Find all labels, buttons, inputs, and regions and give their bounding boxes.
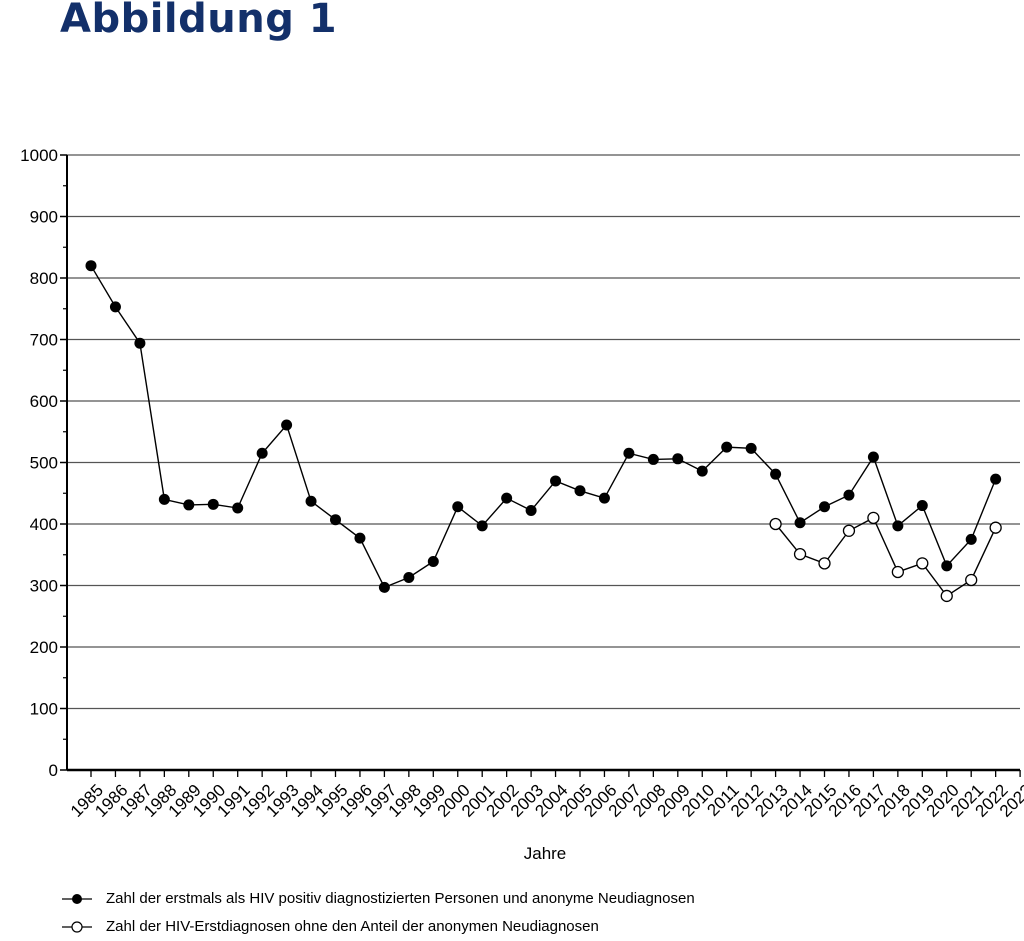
data-point-filled — [867, 451, 879, 463]
data-point-filled — [941, 560, 953, 572]
data-point-filled — [990, 473, 1002, 485]
y-tick-label: 700 — [30, 331, 58, 350]
filled-marker-icon — [62, 893, 92, 904]
y-tick-label: 100 — [30, 700, 58, 719]
data-point-filled — [427, 556, 439, 568]
y-tick-label: 200 — [30, 638, 58, 657]
series-line-1 — [775, 516, 997, 597]
data-point-filled — [158, 493, 170, 505]
series-line-0 — [90, 265, 997, 589]
data-point-filled — [452, 501, 464, 513]
data-point-filled — [476, 520, 488, 532]
data-point-filled — [770, 468, 782, 480]
data-point-filled — [696, 465, 708, 477]
data-point-filled — [378, 581, 390, 593]
data-point-filled — [501, 492, 513, 504]
legend-item-open: Zahl der HIV-Erstdiagnosen ohne den Ante… — [62, 918, 599, 935]
data-point-open — [793, 547, 807, 561]
data-point-filled — [550, 475, 562, 487]
data-point-filled — [623, 447, 635, 459]
data-point-open — [940, 589, 953, 603]
data-point-filled — [183, 499, 195, 511]
data-point-filled — [574, 485, 586, 497]
data-point-filled — [305, 495, 317, 507]
data-point-open — [842, 524, 856, 537]
y-tick-label: 600 — [30, 392, 58, 411]
y-tick-label: 400 — [30, 515, 58, 534]
y-tick-label: 0 — [49, 761, 58, 780]
data-point-filled — [207, 498, 219, 510]
data-point-filled — [672, 453, 684, 465]
data-point-filled — [843, 489, 855, 501]
legend-label: Zahl der erstmals als HIV positiv diagno… — [106, 890, 695, 907]
data-point-open — [989, 521, 1002, 534]
legend-label: Zahl der HIV-Erstdiagnosen ohne den Ante… — [106, 918, 599, 935]
data-point-open — [891, 565, 904, 579]
y-tick-label: 500 — [30, 454, 58, 473]
data-point-filled — [525, 504, 537, 516]
data-point-filled — [892, 520, 904, 532]
data-point-filled — [647, 453, 659, 465]
data-point-filled — [85, 260, 97, 272]
data-point-filled — [916, 500, 928, 512]
y-tick-label: 900 — [30, 208, 58, 227]
data-point-open — [965, 573, 978, 587]
data-point-filled — [134, 337, 146, 349]
data-point-open — [867, 511, 880, 524]
y-tick-label: 800 — [30, 269, 58, 288]
data-point-open — [769, 517, 782, 531]
data-point-open — [916, 557, 929, 570]
legend-item-filled: Zahl der erstmals als HIV positiv diagno… — [62, 890, 695, 907]
data-point-filled — [965, 533, 977, 545]
y-tick-label: 300 — [30, 577, 58, 596]
data-point-filled — [281, 419, 293, 431]
data-point-filled — [403, 572, 415, 584]
data-point-filled — [109, 301, 121, 313]
data-point-filled — [354, 532, 366, 544]
line-chart: 0100200300400500600700800900100019851986… — [20, 146, 1024, 863]
y-tick-label: 1000 — [20, 146, 58, 165]
data-point-filled — [256, 447, 268, 459]
data-point-filled — [721, 441, 733, 453]
figure-title: Abbildung 1 — [60, 0, 338, 42]
data-point-filled — [745, 442, 757, 454]
data-point-filled — [598, 492, 610, 504]
data-point-filled — [794, 517, 806, 529]
data-point-open — [818, 557, 831, 570]
data-point-filled — [330, 514, 341, 526]
open-marker-icon — [62, 920, 92, 933]
data-point-filled — [819, 501, 830, 513]
data-point-filled — [232, 502, 244, 514]
x-axis-label: Jahre — [524, 844, 567, 863]
